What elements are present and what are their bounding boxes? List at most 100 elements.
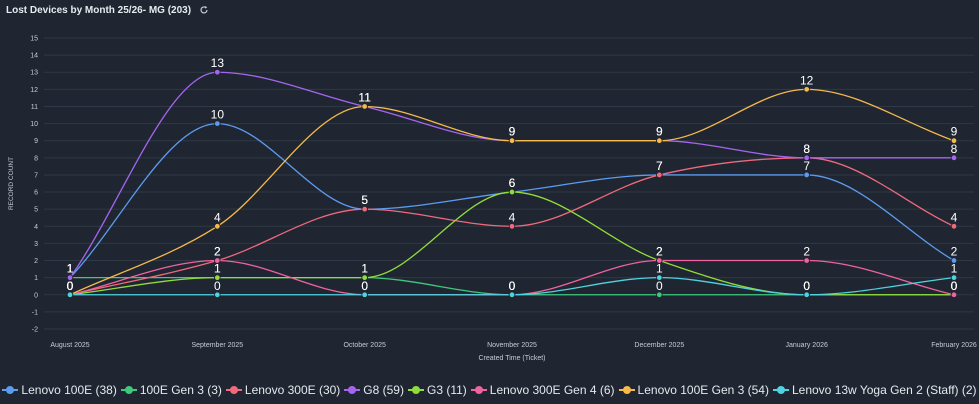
data-point <box>656 257 663 264</box>
data-point <box>214 257 221 264</box>
y-tick-label: 6 <box>34 190 38 197</box>
legend-item[interactable]: Lenovo 300E Gen 4 (6) <box>470 383 615 397</box>
data-label: 0 <box>803 279 810 293</box>
legend-item[interactable]: Lenovo 13w Yoga Gen 2 (Staff) (2) <box>772 383 977 397</box>
data-point <box>214 223 221 230</box>
data-label: 0 <box>509 279 516 293</box>
data-point <box>656 171 663 179</box>
data-point <box>508 188 516 196</box>
data-label: 8 <box>951 142 958 156</box>
data-point <box>803 171 810 179</box>
y-tick-label: 5 <box>34 207 38 214</box>
legend-marker-icon <box>344 385 361 395</box>
legend-item[interactable]: Lenovo 300E (30) <box>225 383 341 397</box>
data-point <box>361 274 368 281</box>
data-label: 9 <box>509 125 516 139</box>
data-label: 0 <box>214 279 221 293</box>
data-label: 5 <box>361 193 368 207</box>
x-tick-label: November 2025 <box>487 342 537 349</box>
data-label: 0 <box>803 279 810 293</box>
x-tick-label: August 2025 <box>50 342 89 349</box>
data-label: 2 <box>656 245 663 259</box>
data-point <box>214 69 221 76</box>
y-tick-label: 4 <box>34 224 38 231</box>
data-point <box>803 86 810 93</box>
data-label: 4 <box>214 210 221 224</box>
y-tick-label: 8 <box>34 155 38 162</box>
x-tick-label: October 2025 <box>343 342 386 349</box>
x-tick-label: February 2026 <box>931 342 977 349</box>
data-label: 7 <box>656 159 663 173</box>
y-tick-label: 3 <box>34 241 38 248</box>
data-point <box>803 257 810 264</box>
data-label: 8 <box>803 142 810 156</box>
data-label: 1 <box>67 262 74 276</box>
legend-marker-icon <box>618 385 635 395</box>
data-label: 0 <box>67 279 74 293</box>
data-label: 1 <box>361 262 368 276</box>
data-point <box>66 274 74 281</box>
x-tick-label: December 2025 <box>634 342 684 349</box>
data-label: 0 <box>656 279 663 293</box>
legend-label: Lenovo 300E (30) <box>244 383 341 397</box>
legend-item[interactable]: Lenovo 100E Gen 3 (54) <box>618 383 769 397</box>
data-point <box>508 223 516 230</box>
refresh-icon[interactable] <box>199 5 209 15</box>
data-point <box>950 291 958 298</box>
data-point <box>508 137 516 144</box>
y-tick-label: 13 <box>30 70 38 77</box>
data-label: 2 <box>656 245 663 259</box>
data-point <box>803 291 810 298</box>
data-point <box>214 291 221 298</box>
data-point <box>803 154 810 162</box>
data-label: 0 <box>67 279 74 293</box>
data-point <box>361 103 368 110</box>
data-label: 1 <box>951 262 958 276</box>
data-label: 0 <box>67 279 74 293</box>
legend-label: Lenovo 100E (38) <box>21 383 117 397</box>
data-point <box>214 274 221 281</box>
data-label: 10 <box>211 108 225 122</box>
y-tick-label: 15 <box>30 36 38 43</box>
data-label: 2 <box>803 245 810 259</box>
legend-item[interactable]: G3 (11) <box>407 383 467 397</box>
data-label: 0 <box>361 279 368 293</box>
legend-item[interactable]: Lenovo 100E (38) <box>2 383 117 397</box>
legend-item[interactable]: 100E Gen 3 (3) <box>120 383 222 397</box>
data-point <box>950 223 958 230</box>
data-label: 2 <box>951 245 958 259</box>
data-label: 11 <box>358 90 371 104</box>
data-label: 0 <box>951 279 958 293</box>
x-tick-label: September 2025 <box>191 342 243 349</box>
data-point <box>656 137 663 144</box>
data-point <box>361 291 368 298</box>
data-label: 0 <box>509 279 516 293</box>
data-label: 9 <box>951 125 958 139</box>
legend-marker-icon <box>772 385 789 395</box>
legend-item[interactable]: G8 (59) <box>344 383 404 397</box>
y-tick-label: 7 <box>34 172 38 179</box>
y-tick-label: 12 <box>30 87 38 94</box>
y-tick-label: 2 <box>34 258 38 265</box>
legend-label: 100E Gen 3 (3) <box>139 383 222 397</box>
x-tick-label: January 2026 <box>785 342 828 349</box>
data-label: 8 <box>803 142 810 156</box>
y-tick-label: 0 <box>34 292 38 299</box>
data-label: 1 <box>214 262 221 276</box>
data-label: 7 <box>803 159 810 173</box>
data-label: 9 <box>509 125 516 139</box>
data-label: 9 <box>656 125 663 139</box>
chart-title: Lost Devices by Month 25/26- MG (203) <box>6 4 192 16</box>
legend-label: G8 (59) <box>363 383 404 397</box>
y-tick-label: 11 <box>31 104 38 111</box>
y-tick-label: 14 <box>30 53 38 60</box>
y-tick-label: -2 <box>32 327 38 334</box>
legend-label: Lenovo 300E Gen 4 (6) <box>489 383 615 397</box>
data-label: 0 <box>67 279 74 293</box>
data-point <box>508 291 516 298</box>
chart-legend: Lenovo 100E (38) 100E Gen 3 (3) Lenovo 300… <box>0 382 979 398</box>
data-point <box>950 274 958 281</box>
y-tick-label: 1 <box>34 275 38 282</box>
legend-label: Lenovo 100E Gen 3 (54) <box>637 383 769 397</box>
data-point <box>214 120 221 127</box>
